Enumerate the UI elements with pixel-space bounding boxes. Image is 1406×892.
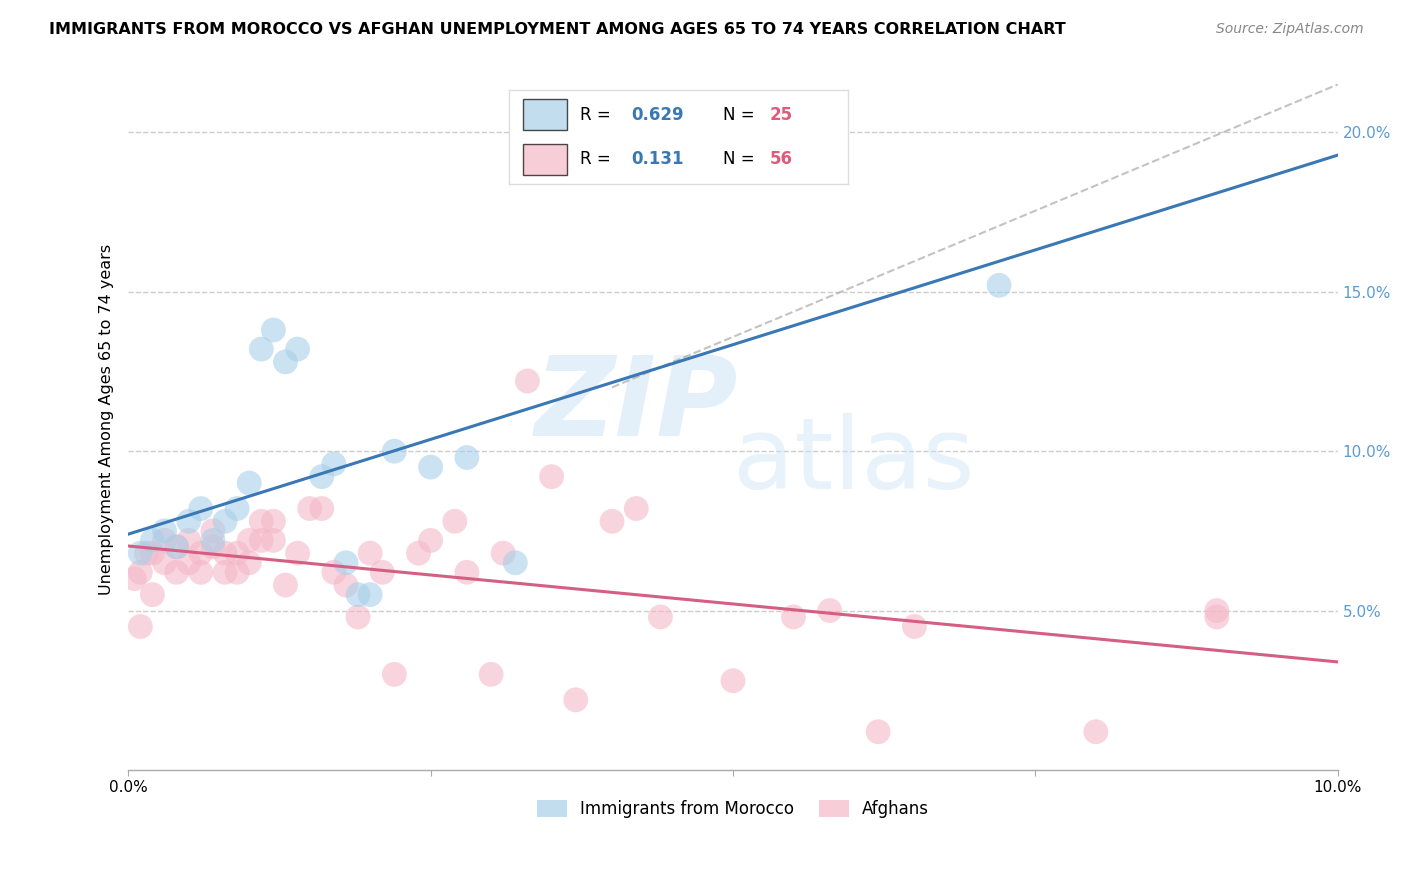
Point (141, 533, 163, 548)
Point (1205, 603, 1227, 617)
Point (456, 450, 478, 465)
Point (135, 546, 157, 560)
Point (226, 566, 249, 580)
Point (492, 546, 515, 560)
Point (322, 566, 344, 580)
Point (311, 469, 333, 483)
Point (262, 533, 284, 548)
Point (250, 342, 273, 356)
Point (347, 588, 370, 602)
Legend: Immigrants from Morocco, Afghans: Immigrants from Morocco, Afghans (530, 793, 936, 825)
Point (214, 514, 236, 528)
Point (868, 724, 890, 739)
Point (177, 556, 200, 570)
Point (238, 556, 260, 570)
Point (262, 514, 284, 528)
Y-axis label: Unemployment Among Ages 65 to 74 years: Unemployment Among Ages 65 to 74 years (100, 244, 114, 595)
Point (1205, 610, 1227, 624)
Point (153, 524, 176, 538)
Point (988, 278, 1011, 293)
Point (129, 619, 152, 633)
Point (335, 578, 357, 592)
Point (124, 572, 146, 586)
Point (347, 610, 370, 624)
Text: Source: ZipAtlas.com: Source: ZipAtlas.com (1216, 22, 1364, 37)
Point (274, 355, 297, 369)
Point (250, 514, 273, 528)
Point (226, 546, 249, 560)
Point (335, 556, 357, 570)
Point (214, 566, 236, 580)
Text: ZIP: ZIP (534, 351, 738, 458)
Point (250, 533, 273, 548)
Point (443, 514, 465, 528)
Point (382, 667, 405, 681)
Point (141, 588, 163, 602)
Point (177, 514, 200, 528)
Point (1084, 724, 1107, 739)
Point (818, 603, 841, 617)
Point (287, 342, 309, 356)
Point (214, 546, 236, 560)
Point (287, 546, 309, 560)
Point (274, 578, 297, 592)
Point (190, 546, 212, 560)
Point (166, 566, 188, 580)
Point (382, 444, 405, 458)
Point (650, 610, 672, 624)
Point (408, 546, 430, 560)
Point (298, 501, 321, 516)
Point (626, 501, 648, 516)
Point (190, 566, 212, 580)
Point (262, 323, 284, 337)
Point (141, 546, 163, 560)
Point (322, 457, 344, 471)
Point (190, 501, 212, 516)
Point (201, 524, 224, 538)
Point (565, 693, 588, 707)
Point (177, 533, 200, 548)
Point (129, 566, 152, 580)
Point (903, 619, 925, 633)
Point (419, 460, 441, 475)
Point (311, 501, 333, 516)
Point (226, 501, 249, 516)
Point (359, 546, 381, 560)
Point (600, 514, 623, 528)
Point (540, 469, 562, 483)
Point (371, 566, 394, 580)
Point (201, 533, 224, 548)
Text: IMMIGRANTS FROM MOROCCO VS AFGHAN UNEMPLOYMENT AMONG AGES 65 TO 74 YEARS CORRELA: IMMIGRANTS FROM MOROCCO VS AFGHAN UNEMPL… (49, 22, 1066, 37)
Point (166, 540, 188, 554)
Point (238, 533, 260, 548)
Point (516, 374, 538, 388)
Point (419, 533, 441, 548)
Point (782, 610, 804, 624)
Point (770, 163, 793, 178)
Point (166, 540, 188, 554)
Point (201, 540, 224, 554)
Point (456, 566, 478, 580)
Point (479, 667, 502, 681)
Point (129, 546, 152, 560)
Point (503, 556, 526, 570)
Point (238, 476, 260, 491)
Point (153, 533, 176, 548)
Text: atlas: atlas (733, 413, 974, 510)
Point (721, 673, 744, 688)
Point (359, 588, 381, 602)
Point (153, 556, 176, 570)
